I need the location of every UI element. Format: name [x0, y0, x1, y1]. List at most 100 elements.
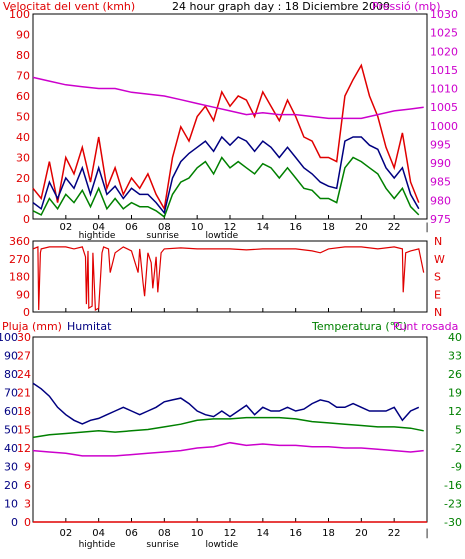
wind-direction-degrees-tick-label: 90 [16, 288, 30, 301]
temperature-tick-label: -23 [444, 498, 462, 511]
dew-point-series-line [32, 441, 424, 457]
pressure-tick-label: 1020 [430, 45, 458, 58]
wind-series-line-1 [32, 63, 420, 212]
pressure-tick-label: 1005 [430, 101, 458, 114]
x-tick-label: | [425, 528, 428, 539]
wind-speed-tick-label: 60 [16, 90, 30, 103]
wind-direction-compass-tick-label: N [434, 235, 442, 248]
humidity-tick-label: 10 [4, 498, 18, 511]
x-event-label: lowtide [205, 231, 238, 241]
rain-title: Pluja (mm) [2, 320, 62, 333]
x-event-label: hightide [79, 231, 116, 241]
wind-series-line-3 [32, 156, 420, 219]
rain-tick-label: 18 [17, 405, 31, 418]
temperature-tick-label: 12 [448, 405, 462, 418]
x-tick-label: 06 [125, 222, 138, 233]
x-tick-label: 12 [224, 528, 237, 539]
humidity-tick-label: 70 [4, 387, 18, 400]
humidity-tick-label: 60 [4, 405, 18, 418]
pressure-tick-label: 1010 [430, 83, 458, 96]
x-tick-label: 16 [289, 528, 302, 539]
x-tick-label: 02 [59, 528, 72, 539]
pressure-title: Pressió (mb) [372, 0, 441, 13]
x-event-label: sunrise [146, 540, 179, 550]
humidity-title: Humitat [67, 320, 112, 333]
wind-direction-compass-tick-label: W [434, 253, 445, 266]
x-event-label: lowtide [205, 540, 238, 550]
x-tick-label: 20 [355, 528, 368, 539]
temperature-series-line [32, 416, 424, 439]
humidity-tick-label: 30 [4, 461, 18, 474]
rain-tick-label: 15 [17, 424, 31, 437]
x-tick-label: 18 [322, 222, 335, 233]
wind-speed-tick-label: 0 [23, 213, 30, 226]
wind-direction-compass-tick-label: S [434, 271, 441, 284]
wind-direction-compass-tick-label: E [434, 288, 441, 301]
graph-date-title: 24 hour graph day : 18 Diciembre 2009 [172, 0, 390, 13]
wind-speed-tick-label: 20 [16, 172, 30, 185]
x-tick-label: 18 [322, 528, 335, 539]
wind-series-line-2 [32, 135, 420, 215]
x-tick-label: 02 [59, 222, 72, 233]
bottom-plot-area [32, 336, 428, 523]
wind-direction-degrees-tick-label: 0 [23, 306, 30, 319]
pressure-tick-label: 1015 [430, 64, 458, 77]
rain-tick-label: 9 [24, 461, 31, 474]
humidity-tick-label: 90 [4, 350, 18, 363]
humidity-series-line [32, 382, 420, 425]
wind-direction-compass-tick-label: N [434, 306, 442, 319]
rain-tick-label: 27 [17, 350, 31, 363]
humidity-tick-label: 20 [4, 479, 18, 492]
temperature-tick-label: 33 [448, 350, 462, 363]
humidity-tick-label: 80 [4, 368, 18, 381]
x-tick-label: 20 [355, 222, 368, 233]
x-tick-label: 12 [224, 222, 237, 233]
wind-speed-tick-label: 100 [9, 8, 30, 21]
rain-tick-label: 21 [17, 387, 31, 400]
rain-tick-label: 24 [17, 368, 31, 381]
x-tick-label: 10 [191, 528, 204, 539]
temperature-tick-label: 19 [448, 387, 462, 400]
pressure-series-line [32, 76, 424, 120]
pressure-tick-label: 990 [430, 157, 451, 170]
x-tick-label: 06 [125, 528, 138, 539]
temperature-tick-label: -9 [451, 461, 462, 474]
rain-tick-label: 6 [24, 479, 31, 492]
temperature-tick-label: 40 [448, 331, 462, 344]
humidity-tick-label: 100 [0, 331, 18, 344]
wind-direction-degrees-tick-label: 180 [9, 271, 30, 284]
x-tick-label: 04 [92, 222, 105, 233]
x-tick-label: 22 [388, 222, 401, 233]
pressure-tick-label: 995 [430, 138, 451, 151]
humidity-tick-label: 0 [11, 516, 18, 529]
x-tick-label: 22 [388, 528, 401, 539]
rain-tick-label: 12 [17, 442, 31, 455]
temperature-tick-label: -30 [444, 516, 462, 529]
temperature-tick-label: 5 [455, 424, 462, 437]
x-tick-label: 04 [92, 528, 105, 539]
wind-speed-tick-label: 90 [16, 29, 30, 42]
temperature-tick-label: -2 [451, 442, 462, 455]
wind-speed-tick-label: 30 [16, 152, 30, 165]
x-tick-label: 14 [256, 528, 269, 539]
humidity-tick-label: 50 [4, 424, 18, 437]
rain-tick-label: 30 [17, 331, 31, 344]
pressure-tick-label: 975 [430, 213, 451, 226]
temperature-title: Temperatura (°C) [311, 320, 407, 333]
pressure-tick-label: 980 [430, 194, 451, 207]
wind-direction-degrees-tick-label: 270 [9, 253, 30, 266]
wind-direction-series-line [32, 246, 425, 312]
dew-point-title: Punt rosada [393, 320, 458, 333]
temperature-tick-label: 26 [448, 368, 462, 381]
pressure-tick-label: 985 [430, 176, 451, 189]
x-tick-label: | [425, 222, 428, 233]
x-tick-label: 08 [158, 528, 171, 539]
rain-tick-label: 3 [24, 498, 31, 511]
wind-speed-title: Velocitat del vent (kmh) [3, 0, 135, 13]
pressure-tick-label: 1000 [430, 120, 458, 133]
x-event-label: hightide [79, 540, 116, 550]
x-event-label: sunrise [146, 231, 179, 241]
temperature-tick-label: -16 [444, 479, 462, 492]
